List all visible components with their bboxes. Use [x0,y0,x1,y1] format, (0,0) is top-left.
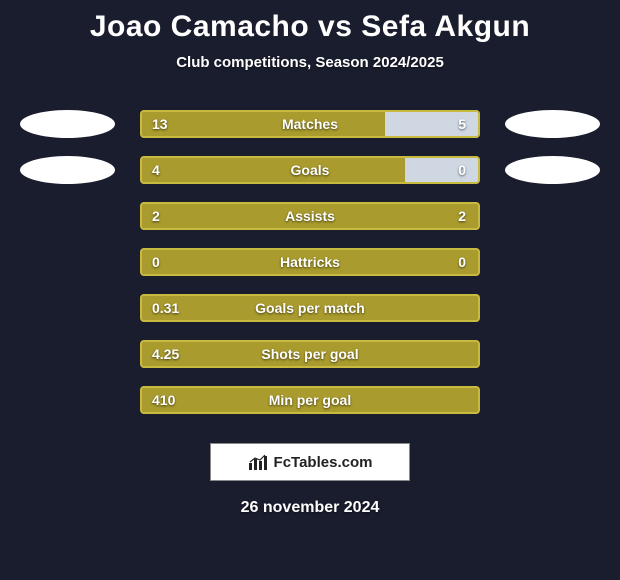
stat-row: 0.31Goals per match [0,285,620,331]
stat-bar: 4Goals0 [140,156,480,184]
stat-label: Goals per match [140,294,480,322]
player-right-oval [505,386,600,414]
stat-bar: 0Hattricks0 [140,248,480,276]
stat-row: 13Matches5 [0,101,620,147]
stat-bar: 410Min per goal [140,386,480,414]
stat-value-right: 2 [458,202,466,230]
stat-label: Goals [140,156,480,184]
stat-bar: 13Matches5 [140,110,480,138]
stat-label: Matches [140,110,480,138]
comparison-subtitle: Club competitions, Season 2024/2025 [0,54,620,71]
stat-row: 2Assists2 [0,193,620,239]
stat-row: 0Hattricks0 [0,239,620,285]
player-left-oval [20,248,115,276]
bar-chart-icon [248,453,270,471]
stat-value-right: 0 [458,248,466,276]
stat-label: Shots per goal [140,340,480,368]
stat-bar: 2Assists2 [140,202,480,230]
player-right-oval [505,248,600,276]
stat-label: Min per goal [140,386,480,414]
player-left-oval [20,110,115,138]
player-right-oval [505,202,600,230]
stat-bar: 0.31Goals per match [140,294,480,322]
stat-label: Assists [140,202,480,230]
player-right-oval [505,156,600,184]
player-right-oval [505,294,600,322]
snapshot-date: 26 november 2024 [0,499,620,517]
stat-value-right: 0 [458,156,466,184]
stat-row: 4.25Shots per goal [0,331,620,377]
logo-text: FcTables.com [274,454,373,471]
stat-row: 4Goals0 [0,147,620,193]
player-left-oval [20,156,115,184]
player-left-oval [20,340,115,368]
player-right-oval [505,340,600,368]
stat-value-right: 5 [458,110,466,138]
player-left-oval [20,202,115,230]
stats-rows: 13Matches54Goals02Assists20Hattricks00.3… [0,101,620,423]
comparison-title: Joao Camacho vs Sefa Akgun [0,0,620,44]
player-left-oval [20,386,115,414]
stat-row: 410Min per goal [0,377,620,423]
stat-bar: 4.25Shots per goal [140,340,480,368]
fctables-logo[interactable]: FcTables.com [210,443,410,481]
player-right-oval [505,110,600,138]
stat-label: Hattricks [140,248,480,276]
player-left-oval [20,294,115,322]
